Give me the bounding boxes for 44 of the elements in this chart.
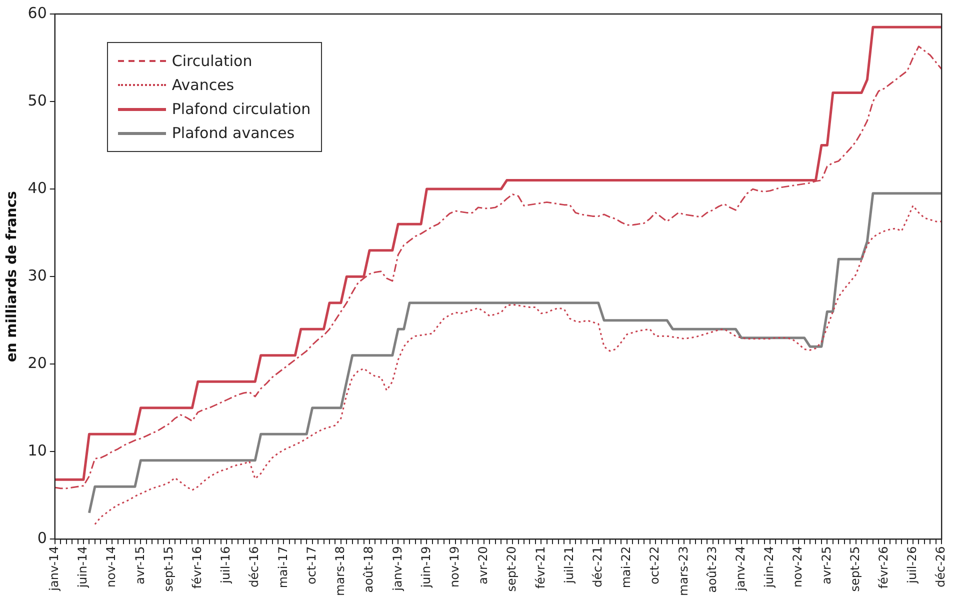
x-tick-label: août-18 <box>362 546 376 593</box>
y-tick-label: 40 <box>28 178 47 197</box>
y-tick-label: 20 <box>28 354 47 372</box>
x-tick-label: juin-24 <box>762 546 776 589</box>
x-tick-label: févr-21 <box>533 546 548 589</box>
x-tick-label: juil-21 <box>562 546 576 584</box>
x-tick-label: févr-26 <box>876 546 891 589</box>
x-tick-label: mars-18 <box>333 546 348 596</box>
x-tick-label: janv-14 <box>47 546 62 592</box>
x-tick-label: nov-24 <box>790 546 805 588</box>
x-tick-label: juin-19 <box>418 546 433 589</box>
x-tick-label: sept-15 <box>161 546 176 592</box>
x-tick-label: déc-21 <box>590 546 604 588</box>
legend-label: Plafond avances <box>172 124 295 142</box>
y-tick-label: 30 <box>28 266 47 284</box>
x-tick-label: janv-19 <box>390 546 404 592</box>
y-tick-label: 10 <box>28 442 47 460</box>
x-tick-label: avr-20 <box>476 546 490 584</box>
y-tick-label: 60 <box>28 4 47 22</box>
x-tick-label: déc-26 <box>934 546 948 588</box>
x-tick-label: avr-25 <box>819 546 834 584</box>
x-tick-label: juil-16 <box>218 546 233 584</box>
x-tick-label: mars-23 <box>676 546 690 596</box>
x-tick-label: oct-17 <box>304 546 318 584</box>
x-tick-label: nov-14 <box>104 546 118 588</box>
x-tick-label: janv-24 <box>734 546 748 592</box>
x-tick-label: juil-26 <box>905 546 920 584</box>
x-tick-label: nov-19 <box>447 546 462 588</box>
legend-label: Avances <box>172 76 234 94</box>
legend-label: Plafond circulation <box>172 100 311 118</box>
x-tick-label: oct-22 <box>648 546 662 584</box>
x-tick-label: sept-25 <box>848 546 862 592</box>
x-tick-label: mai-22 <box>619 546 634 588</box>
y-tick-label: 50 <box>28 91 47 110</box>
x-tick-label: juin-14 <box>76 546 90 589</box>
legend-label: Circulation <box>172 52 252 70</box>
y-axis-title: en milliards de francs <box>4 191 20 362</box>
x-tick-label: mai-17 <box>276 546 290 588</box>
x-tick-label: avr-15 <box>132 546 147 584</box>
x-tick-label: déc-16 <box>247 546 262 588</box>
x-tick-label: févr-16 <box>190 546 204 589</box>
x-tick-label: sept-20 <box>504 546 519 592</box>
y-tick-label: 0 <box>37 529 47 548</box>
x-tick-label: août-23 <box>704 546 719 593</box>
